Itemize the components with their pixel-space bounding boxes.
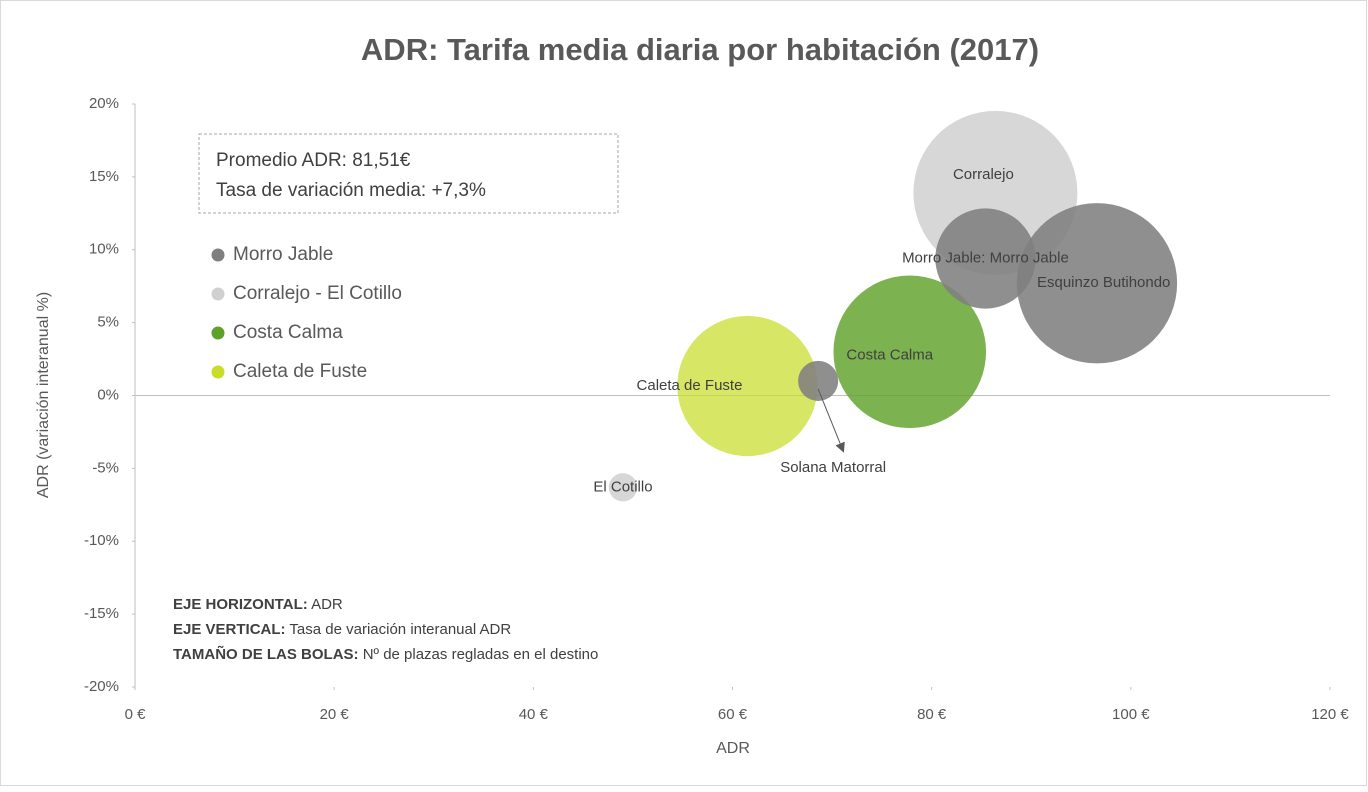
- data-label: Costa Calma: [846, 347, 933, 364]
- annotation-box: [198, 133, 619, 214]
- bubble: [1016, 203, 1178, 364]
- bubble: [608, 473, 638, 502]
- x-axis-label: ADR: [716, 740, 750, 757]
- y-tick-label: 15%: [89, 168, 119, 185]
- legend-label: Caleta de Fuste: [233, 361, 367, 382]
- data-label: Morro Jable: Morro Jable: [902, 249, 1069, 266]
- note-text: ADR: [308, 596, 343, 613]
- note-bold: EJE HORIZONTAL:: [173, 596, 308, 613]
- x-tick-label: 80 €: [917, 706, 947, 723]
- bubble: [798, 360, 839, 401]
- data-label: El Cotillo: [593, 478, 652, 495]
- y-tick-label: 20%: [89, 95, 119, 112]
- legend-label: Corralejo - El Cotillo: [233, 283, 402, 304]
- data-label: Solana Matorral: [780, 459, 886, 476]
- x-tick-label: 40 €: [519, 706, 549, 723]
- bubble: [935, 208, 1036, 309]
- legend-marker: [211, 365, 225, 379]
- annotation: Promedio ADR: 81,51€: [216, 150, 411, 171]
- note-bold: EJE VERTICAL:: [173, 621, 286, 638]
- y-tick-label: 0%: [97, 386, 119, 403]
- y-tick-label: 5%: [97, 314, 119, 331]
- legend-label: Morro Jable: [233, 244, 333, 265]
- x-tick-label: 20 €: [320, 706, 350, 723]
- legend-label: Costa Calma: [233, 322, 343, 343]
- y-tick-label: -5%: [92, 459, 119, 476]
- data-label: Corralejo: [953, 166, 1014, 183]
- note-bold: TAMAÑO DE LAS BOLAS:: [173, 645, 359, 663]
- y-axis-label: ADR (variación interanual %): [35, 292, 52, 498]
- data-label: Caleta de Fuste: [637, 377, 743, 394]
- note-text: Tasa de variación interanual ADR: [286, 621, 512, 638]
- y-tick-label: 10%: [89, 241, 119, 258]
- leader-arrow: [817, 388, 845, 453]
- note: EJE VERTICAL: Tasa de variación interanu…: [173, 621, 511, 638]
- chart-title: ADR: Tarifa media diaria por habitación …: [361, 32, 1039, 67]
- x-tick-label: 100 €: [1112, 706, 1150, 723]
- y-tick-label: -10%: [84, 532, 119, 549]
- x-tick-label: 60 €: [718, 706, 748, 723]
- note: TAMAÑO DE LAS BOLAS: Nº de plazas reglad…: [173, 645, 598, 663]
- note-text: Nº de plazas regladas en el destino: [359, 646, 599, 663]
- legend-marker: [211, 287, 225, 301]
- bubble: [833, 275, 987, 429]
- y-tick-label: -20%: [84, 678, 119, 695]
- note: EJE HORIZONTAL: ADR: [173, 596, 343, 613]
- legend-marker: [211, 326, 225, 340]
- data-label: Esquinzo Butihondo: [1037, 274, 1170, 291]
- x-tick-label: 120 €: [1311, 706, 1349, 723]
- bubble: [677, 315, 818, 457]
- legend-marker: [211, 248, 225, 262]
- annotation: Tasa de variación media: +7,3%: [216, 180, 486, 201]
- y-tick-label: -15%: [84, 605, 119, 622]
- x-tick-label: 0 €: [125, 706, 147, 723]
